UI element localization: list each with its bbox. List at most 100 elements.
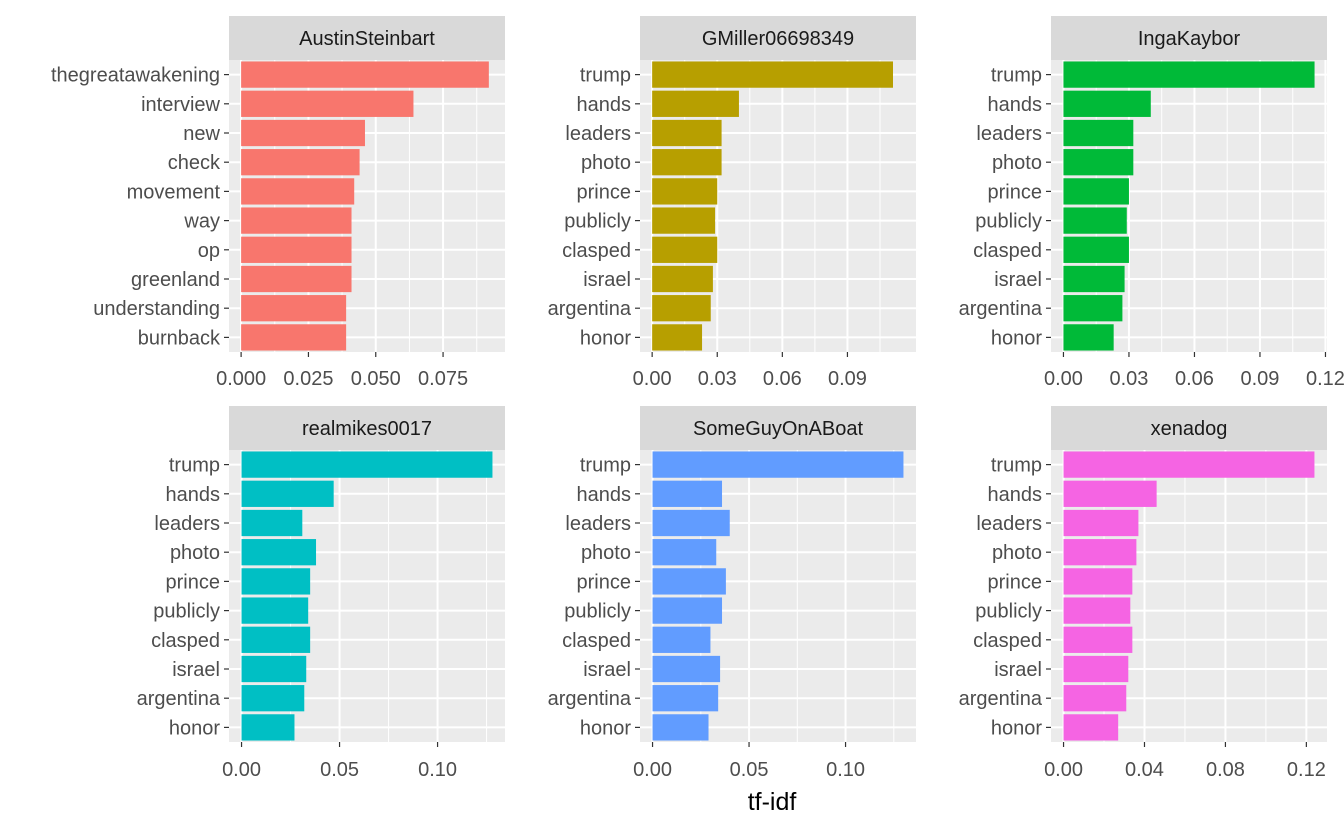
x-tick-label: 0.05: [320, 759, 359, 781]
bar-photo: [1063, 539, 1137, 566]
bar-understanding: [241, 295, 347, 322]
category-label: argentina: [548, 298, 632, 320]
category-label: honor: [991, 717, 1042, 739]
facet-panel-1: AustinSteinbart thegreatawakening intervie…: [51, 16, 505, 390]
bar-argentina: [241, 685, 305, 712]
bar-trump: [652, 61, 893, 88]
bar-hands: [652, 90, 739, 117]
facet-strip-title: GMiller06698349: [702, 28, 854, 50]
x-tick-label: 0.06: [1175, 368, 1214, 390]
bar-new: [241, 119, 365, 147]
facet-strip: [1051, 16, 1327, 60]
category-label: hands: [577, 484, 632, 506]
facet-panel-2: GMiller06698349 trump hands leaders photo pri…: [548, 16, 916, 390]
category-label: way: [183, 211, 220, 233]
category-label: israel: [172, 659, 220, 681]
bar-trump: [1063, 451, 1315, 478]
bar-publicly: [652, 207, 716, 234]
category-label: leaders: [976, 123, 1042, 145]
bar-photo: [652, 149, 722, 176]
category-label: clasped: [973, 630, 1042, 652]
category-label: photo: [992, 542, 1042, 564]
bar-clasped: [1063, 626, 1133, 653]
x-tick-label: 0.08: [1206, 759, 1245, 781]
bar-movement: [241, 178, 355, 205]
bar-hands: [1063, 480, 1157, 507]
category-label: argentina: [959, 688, 1043, 710]
category-label: clasped: [562, 630, 631, 652]
bar-leaders: [1063, 509, 1139, 537]
x-tick-label: 0.12: [1287, 759, 1326, 781]
category-label: burnback: [138, 327, 221, 349]
category-label: leaders: [976, 513, 1042, 535]
bar-prince: [652, 178, 718, 205]
x-tick-label: 0.04: [1125, 759, 1164, 781]
facet-panel-3: IngaKaybor trump hands leaders photo prince pu…: [959, 16, 1344, 390]
bar-clasped: [652, 626, 711, 653]
category-label: trump: [991, 455, 1042, 477]
category-label: publicly: [975, 211, 1042, 233]
bar-israel: [241, 655, 307, 683]
category-label: publicly: [564, 211, 631, 233]
category-label: photo: [992, 152, 1042, 174]
facet-strip-title: IngaKaybor: [1138, 28, 1241, 50]
bar-honor: [1063, 324, 1114, 351]
x-tick-label: 0.00: [1044, 368, 1083, 390]
category-label: prince: [577, 181, 631, 203]
category-label: trump: [991, 65, 1042, 87]
facet-panel-6: xenadog trump hands leaders photo prince publi…: [959, 406, 1327, 781]
bar-photo: [652, 539, 717, 566]
bar-israel: [1063, 655, 1129, 683]
category-label: trump: [169, 455, 220, 477]
x-tick-label: 0.00: [222, 759, 261, 781]
x-tick-label: 0.025: [283, 368, 333, 390]
category-label: new: [183, 123, 220, 145]
category-label: check: [168, 152, 221, 174]
category-label: honor: [580, 717, 631, 739]
bar-thegreatawakening: [241, 61, 489, 88]
bar-israel: [652, 655, 721, 683]
category-label: publicly: [564, 601, 631, 623]
category-label: hands: [988, 94, 1043, 116]
facet-strip: [229, 16, 505, 60]
category-label: clasped: [151, 630, 220, 652]
facet-strip: [640, 406, 916, 450]
bar-prince: [241, 568, 311, 595]
category-label: argentina: [548, 688, 632, 710]
bar-honor: [652, 324, 703, 351]
category-label: leaders: [565, 513, 631, 535]
bar-prince: [652, 568, 726, 595]
x-tick-label: 0.10: [418, 759, 457, 781]
category-label: understanding: [93, 298, 220, 320]
category-label: hands: [166, 484, 221, 506]
bar-israel: [1063, 265, 1125, 293]
bar-argentina: [1063, 295, 1123, 322]
x-tick-label: 0.10: [826, 759, 865, 781]
category-label: argentina: [959, 298, 1043, 320]
bar-interview: [241, 90, 414, 117]
facet-strip: [640, 16, 916, 60]
category-label: publicly: [153, 601, 220, 623]
category-label: honor: [991, 327, 1042, 349]
bar-check: [241, 149, 360, 176]
bar-trump: [1063, 61, 1315, 88]
category-label: israel: [994, 659, 1042, 681]
category-label: prince: [166, 571, 220, 593]
bar-honor: [1063, 714, 1119, 741]
x-tick-label: 0.09: [828, 368, 867, 390]
category-label: photo: [581, 152, 631, 174]
facet-strip-title: SomeGuyOnABoat: [693, 418, 864, 440]
facet-strip-title: xenadog: [1151, 418, 1228, 440]
x-tick-label: 0.050: [351, 368, 401, 390]
facet-panel-4: realmikes0017 trump hands leaders photo princ…: [137, 406, 505, 781]
bar-leaders: [652, 509, 730, 537]
bar-clasped: [1063, 236, 1129, 263]
bar-publicly: [1063, 207, 1127, 234]
bar-trump: [652, 451, 904, 478]
bar-photo: [241, 539, 317, 566]
bar-prince: [1063, 568, 1133, 595]
facet-strip: [229, 406, 505, 450]
bar-argentina: [1063, 685, 1127, 712]
